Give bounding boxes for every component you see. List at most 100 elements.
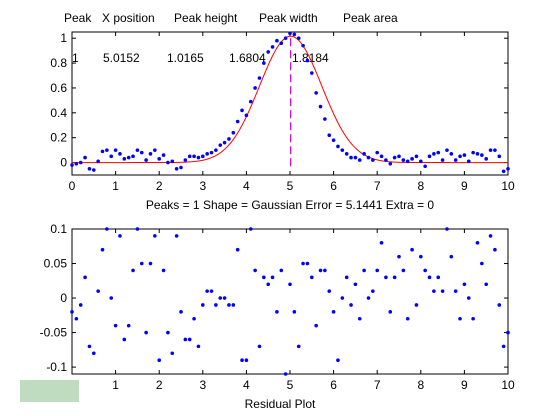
data-point xyxy=(288,31,292,36)
data-point xyxy=(388,162,393,166)
data-point xyxy=(205,152,209,156)
residual-point xyxy=(96,289,100,293)
residual-point xyxy=(462,282,467,287)
data-point xyxy=(144,158,148,162)
residual-point xyxy=(357,316,362,321)
data-point xyxy=(453,158,458,162)
x-tick-label: 10 xyxy=(501,378,515,392)
residual-point xyxy=(419,254,423,259)
data-point xyxy=(506,166,510,171)
data-point xyxy=(305,58,310,63)
residual-point xyxy=(310,275,314,280)
x-tick-label: 1 xyxy=(112,378,119,392)
residual-point xyxy=(405,316,410,321)
peak-table-values: 1 5.0152 1.0165 1.6804 1.8184 xyxy=(72,51,329,65)
data-point xyxy=(353,155,358,160)
x-tick-label: 1 xyxy=(112,179,119,193)
residual-point xyxy=(440,289,445,293)
data-point xyxy=(161,153,166,157)
data-point xyxy=(170,159,175,164)
data-point xyxy=(401,158,406,162)
data-point xyxy=(493,148,497,152)
residual-point xyxy=(301,261,305,266)
residual-point xyxy=(480,261,484,266)
residual-point xyxy=(100,247,105,252)
residual-point xyxy=(135,227,140,231)
residual-point xyxy=(410,247,414,252)
data-point xyxy=(301,43,305,48)
residual-point xyxy=(92,351,96,356)
data-point xyxy=(462,153,467,157)
residual-point xyxy=(283,372,288,376)
residual-point xyxy=(392,275,397,280)
data-point xyxy=(126,155,131,160)
residual-point xyxy=(414,303,419,307)
x-tick-label: 7 xyxy=(374,179,381,193)
data-point xyxy=(240,108,244,113)
residual-point xyxy=(153,234,157,238)
residual-point xyxy=(275,310,279,314)
data-point xyxy=(235,119,240,124)
residual-point xyxy=(384,275,388,280)
data-point xyxy=(440,158,445,162)
data-point xyxy=(118,152,122,156)
data-point xyxy=(488,148,493,152)
residual-point xyxy=(183,337,188,342)
data-point xyxy=(423,164,427,169)
residual-point xyxy=(436,275,441,280)
y-tick-label: -0.1 xyxy=(46,360,67,374)
data-point xyxy=(432,152,436,156)
data-point xyxy=(70,163,74,167)
x-tick-label: 10 xyxy=(501,179,515,193)
data-point xyxy=(384,158,388,162)
residual-point xyxy=(179,310,183,314)
residual-point xyxy=(170,351,175,356)
header-column-label: Peak width xyxy=(259,11,318,25)
data-point xyxy=(327,133,332,138)
data-point xyxy=(244,113,249,118)
residual-point xyxy=(118,234,122,238)
data-point xyxy=(87,166,92,171)
residual-point xyxy=(192,316,196,321)
data-point xyxy=(331,138,336,142)
header-value: 1.0165 xyxy=(167,51,204,65)
y-tick-label: 0 xyxy=(60,156,67,170)
residual-point xyxy=(196,344,201,349)
data-point xyxy=(201,154,205,159)
residual-point xyxy=(131,268,135,273)
data-point xyxy=(174,166,179,171)
residual-point xyxy=(174,234,179,238)
residual-point xyxy=(157,358,161,362)
data-point xyxy=(148,152,153,156)
data-point xyxy=(336,144,340,149)
residual-point xyxy=(493,247,497,252)
y-tick-label: 1 xyxy=(60,31,67,45)
residual-point xyxy=(497,303,502,307)
residual-point xyxy=(262,275,266,280)
header-column-label: Peak height xyxy=(174,11,238,25)
residual-point xyxy=(484,282,489,287)
data-point xyxy=(275,38,279,43)
residual-point xyxy=(445,227,449,231)
residual-point xyxy=(375,268,380,273)
data-point xyxy=(366,155,371,160)
residual-point xyxy=(353,282,358,287)
data-point xyxy=(122,157,127,161)
residual-point xyxy=(327,289,332,293)
residual-point xyxy=(288,282,292,287)
data-point xyxy=(436,150,441,155)
data-point xyxy=(475,152,480,156)
residual-point xyxy=(475,241,480,245)
x-axis-label: Residual Plot xyxy=(245,397,316,411)
residual-point xyxy=(87,344,92,349)
header-value: 1.8184 xyxy=(292,51,329,65)
residual-point xyxy=(506,330,510,335)
header-column-label: X position xyxy=(102,11,155,25)
residual-point xyxy=(113,323,118,328)
data-point xyxy=(153,148,157,152)
residual-point xyxy=(397,254,401,259)
data-point xyxy=(405,159,410,164)
data-point xyxy=(458,154,462,159)
data-point xyxy=(375,150,380,155)
data-point xyxy=(183,158,188,162)
